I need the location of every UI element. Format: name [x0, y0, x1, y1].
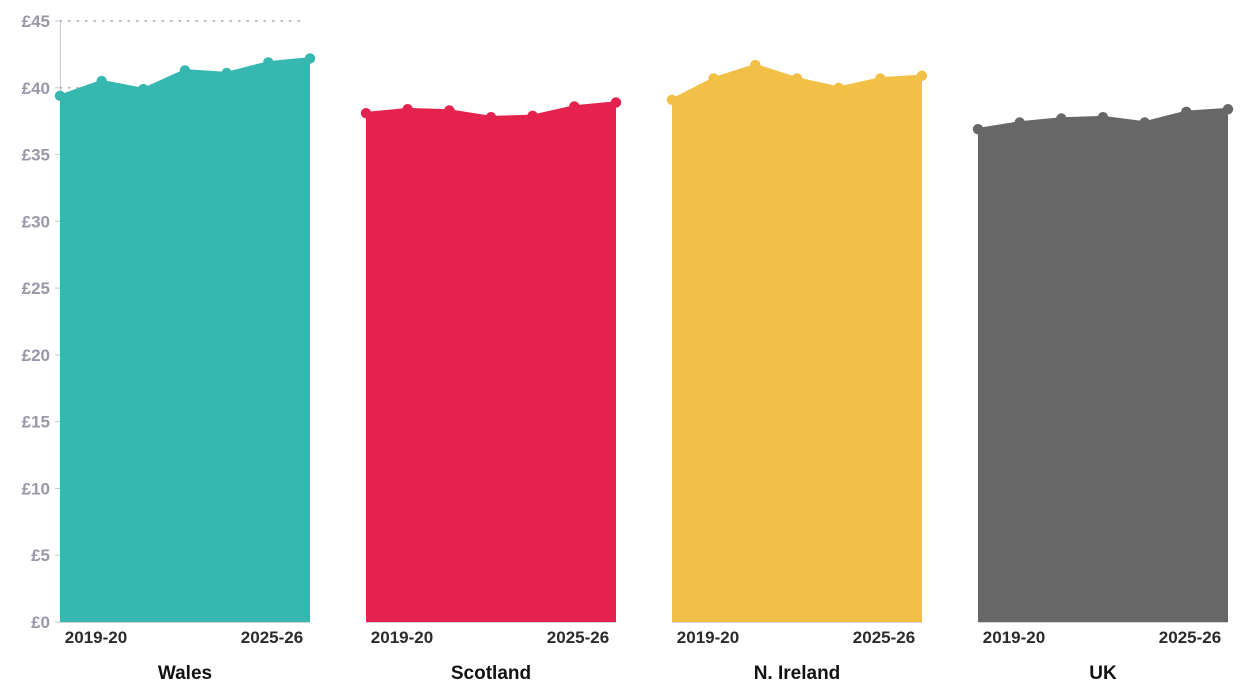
- y-tick-label: £15: [22, 413, 50, 432]
- data-point: [138, 83, 149, 95]
- y-tick-label: £45: [22, 12, 50, 31]
- y-tick-label: £30: [22, 212, 50, 231]
- data-point: [179, 65, 191, 76]
- data-point: [1014, 117, 1025, 128]
- data-point: [527, 110, 538, 122]
- data-point: [833, 82, 844, 93]
- area-0: [60, 58, 310, 622]
- x-tick-label: 2019-20: [983, 628, 1045, 647]
- y-tick-label: £35: [22, 146, 50, 165]
- data-point: [1181, 106, 1192, 118]
- data-point: [402, 103, 413, 115]
- x-tick-label: 2025-26: [547, 628, 609, 647]
- panel-title: N. Ireland: [754, 663, 841, 684]
- data-point: [972, 123, 984, 135]
- panel-title: UK: [1089, 663, 1117, 684]
- data-point: [875, 73, 886, 84]
- data-point: [916, 70, 928, 81]
- panel-title: Wales: [158, 663, 212, 684]
- data-point: [750, 59, 761, 71]
- data-point: [791, 73, 803, 84]
- area-2: [672, 65, 922, 622]
- x-tick-label: 2025-26: [1159, 628, 1221, 647]
- area-3: [978, 109, 1228, 622]
- y-tick-label: £0: [31, 613, 50, 632]
- data-point: [569, 101, 580, 112]
- data-point: [610, 97, 622, 108]
- data-point: [444, 105, 455, 116]
- data-point: [1222, 103, 1234, 115]
- data-point: [96, 75, 107, 87]
- data-point: [1097, 111, 1109, 123]
- data-point: [221, 67, 232, 79]
- x-tick-label: 2025-26: [853, 628, 915, 647]
- area-1: [366, 102, 616, 623]
- data-point: [1056, 113, 1067, 124]
- data-point: [1139, 117, 1150, 128]
- y-tick-label: £20: [22, 346, 50, 365]
- x-tick-label: 2019-20: [677, 628, 739, 647]
- y-tick-label: £5: [31, 546, 50, 565]
- x-tick-label: 2025-26: [241, 628, 303, 647]
- x-tick-label: 2019-20: [371, 628, 433, 647]
- data-point: [263, 57, 274, 68]
- data-point: [54, 90, 66, 101]
- y-tick-label: £40: [22, 79, 50, 98]
- data-point: [304, 53, 316, 64]
- data-point: [708, 73, 719, 84]
- x-tick-label: 2019-20: [65, 628, 127, 647]
- data-point: [485, 111, 497, 123]
- data-point: [666, 94, 678, 105]
- y-tick-label: £25: [22, 279, 50, 298]
- y-tick-label: £10: [22, 479, 50, 498]
- panel-title: Scotland: [451, 663, 531, 684]
- data-point: [360, 107, 372, 119]
